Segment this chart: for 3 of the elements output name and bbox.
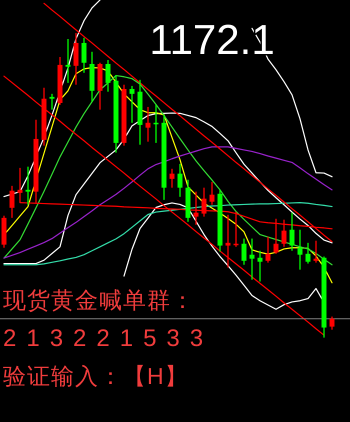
annotation: 现货黄金喊单群： (3, 287, 195, 313)
annotation: 验证输入：【H】 (3, 363, 189, 389)
annotation: 213221533 (3, 325, 214, 352)
